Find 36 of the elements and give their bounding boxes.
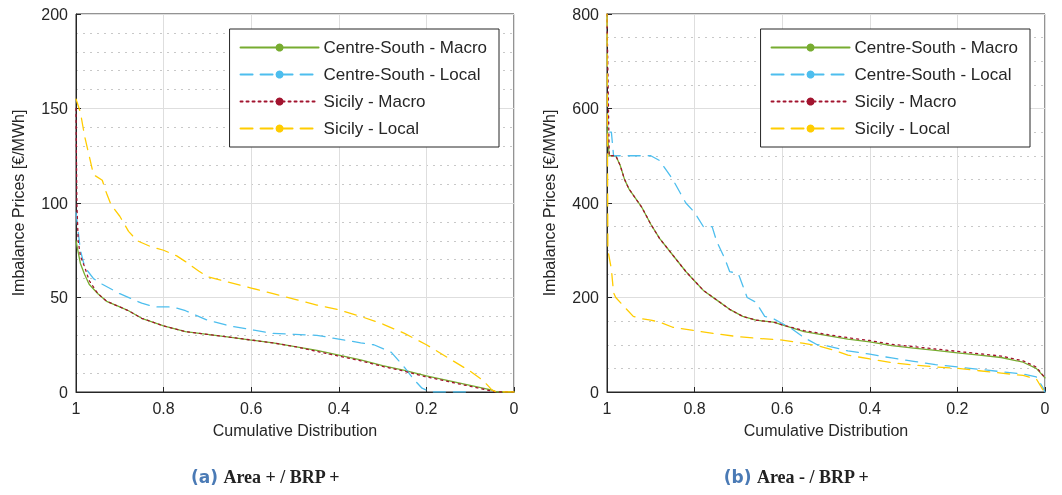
x-axis-title: Cumulative Distribution <box>212 421 378 439</box>
x-tick-label: 0.2 <box>415 399 438 417</box>
legend-label: Sicily - Macro <box>323 92 426 111</box>
x-tick-label: 1 <box>602 399 612 417</box>
y-axis-title: Imbalance Prices [€/MWh] <box>9 109 27 297</box>
x-tick-label: 0.4 <box>858 399 882 417</box>
y-tick-label: 150 <box>41 100 69 117</box>
y-tick-label: 200 <box>41 5 69 23</box>
legend-label: Centre-South - Local <box>854 65 1012 84</box>
y-tick-label: 800 <box>572 5 600 23</box>
y-tick-label: 50 <box>50 289 69 306</box>
y-tick-label: 400 <box>572 194 600 212</box>
x-tick-label: 0 <box>509 399 519 417</box>
x-tick-label: 0.8 <box>683 399 706 417</box>
legend-label: Centre-South - Macro <box>854 38 1018 57</box>
y-tick-label: 100 <box>41 194 69 212</box>
legend-label: Sicily - Local <box>854 119 950 138</box>
y-axis-title: Imbalance Prices [€/MWh] <box>540 109 558 297</box>
legend-label: Sicily - Macro <box>854 92 957 111</box>
x-tick-label: 0.8 <box>152 399 175 417</box>
y-tick-label: 0 <box>590 383 600 401</box>
text: (b) Area - / BRP + <box>723 467 869 487</box>
x-tick-label: 0.6 <box>240 399 263 417</box>
x-tick-label: 1 <box>71 399 81 417</box>
legend-label: Centre-South - Local <box>323 65 481 84</box>
x-axis-title: Cumulative Distribution <box>743 421 909 439</box>
legend-label: Sicily - Local <box>323 119 419 138</box>
x-tick-label: 0.6 <box>771 399 794 417</box>
x-tick-label: 0 <box>1040 399 1050 417</box>
text: (a) Area + / BRP + <box>190 467 340 487</box>
x-tick-label: 0.4 <box>327 399 351 417</box>
y-tick-label: 600 <box>572 100 600 117</box>
y-tick-label: 0 <box>59 383 69 401</box>
y-tick-label: 200 <box>572 289 600 306</box>
legend-label: Centre-South - Macro <box>323 38 487 57</box>
x-tick-label: 0.2 <box>946 399 969 417</box>
